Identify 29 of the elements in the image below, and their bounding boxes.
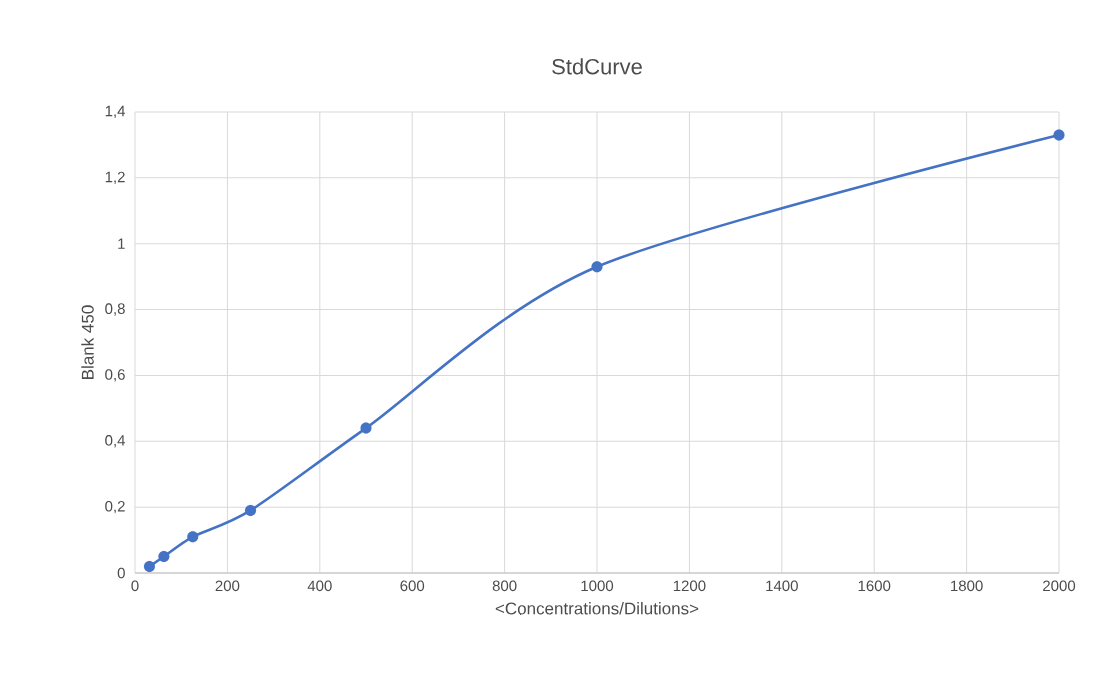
point bbox=[158, 550, 170, 563]
x-tick-label: 1800 bbox=[951, 580, 983, 592]
x-tick-label: 1200 bbox=[673, 580, 706, 592]
x-tick-label: 600 bbox=[400, 580, 425, 592]
y-tick-label: 0,8 bbox=[105, 303, 125, 316]
x-tick-label: 800 bbox=[492, 580, 517, 592]
x-tick-label: 200 bbox=[215, 580, 240, 592]
point bbox=[591, 261, 603, 273]
y-tick-label: 0,2 bbox=[105, 500, 125, 514]
y-tick-label: 1 bbox=[118, 238, 125, 249]
y-tick-label: 0,4 bbox=[105, 435, 126, 448]
y-tick-label: 1,4 bbox=[105, 105, 126, 119]
x-tick-label: 2000 bbox=[1043, 580, 1076, 592]
x-tick-label: 1600 bbox=[858, 580, 891, 592]
y-tick-label: 1,2 bbox=[105, 171, 125, 185]
point bbox=[187, 531, 199, 543]
point bbox=[360, 422, 372, 434]
y-axis-title: Blank 450 bbox=[81, 305, 94, 379]
chart-title: StdCurve bbox=[552, 58, 642, 75]
x-tick-label: 0 bbox=[131, 580, 139, 592]
y-tick-label: 0 bbox=[117, 567, 125, 579]
point bbox=[244, 504, 257, 516]
x-tick-label: 400 bbox=[307, 580, 332, 592]
x-tick-label: 1400 bbox=[766, 580, 798, 592]
point bbox=[143, 560, 155, 572]
x-tick-label: 1000 bbox=[581, 580, 614, 592]
y-tick-label: 0,6 bbox=[105, 369, 125, 382]
x-axis-title: <Concentrations/Dilutions> bbox=[495, 602, 699, 615]
point bbox=[1053, 129, 1065, 141]
